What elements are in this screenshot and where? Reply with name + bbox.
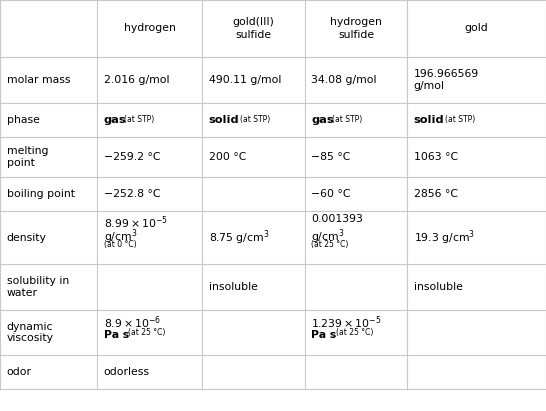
Text: −85 °C: −85 °C bbox=[311, 152, 351, 162]
Text: −259.2 °C: −259.2 °C bbox=[104, 152, 160, 162]
Text: $1.239\times10^{-5}$: $1.239\times10^{-5}$ bbox=[311, 314, 382, 331]
Text: gas: gas bbox=[104, 115, 126, 125]
Text: hydrogen
sulfide: hydrogen sulfide bbox=[330, 17, 382, 39]
Text: 2.016 g/mol: 2.016 g/mol bbox=[104, 75, 169, 85]
Text: 8.75 g/cm$^3$: 8.75 g/cm$^3$ bbox=[209, 228, 269, 247]
Text: solubility in
water: solubility in water bbox=[7, 277, 69, 298]
Text: insoluble: insoluble bbox=[209, 282, 258, 292]
Text: melting
point: melting point bbox=[7, 146, 48, 168]
Text: −60 °C: −60 °C bbox=[311, 189, 351, 199]
Text: 19.3 g/cm$^3$: 19.3 g/cm$^3$ bbox=[414, 228, 475, 247]
Text: hydrogen: hydrogen bbox=[123, 23, 176, 33]
Text: phase: phase bbox=[7, 115, 39, 125]
Text: Pa s: Pa s bbox=[104, 330, 129, 340]
Text: (at STP): (at STP) bbox=[445, 115, 475, 124]
Text: 196.966569
g/mol: 196.966569 g/mol bbox=[414, 69, 479, 91]
Text: insoluble: insoluble bbox=[414, 282, 463, 292]
Text: −252.8 °C: −252.8 °C bbox=[104, 189, 160, 199]
Text: gold: gold bbox=[465, 23, 489, 33]
Text: (at 25 °C): (at 25 °C) bbox=[336, 328, 373, 337]
Text: g/cm$^3$: g/cm$^3$ bbox=[311, 227, 345, 246]
Text: (at STP): (at STP) bbox=[331, 115, 362, 124]
Text: solid: solid bbox=[414, 115, 444, 125]
Text: (at 0 °C): (at 0 °C) bbox=[104, 240, 136, 249]
Text: odorless: odorless bbox=[104, 367, 150, 377]
Text: Pa s: Pa s bbox=[311, 330, 336, 340]
Text: (at 25 °C): (at 25 °C) bbox=[128, 328, 166, 337]
Text: g/cm$^3$: g/cm$^3$ bbox=[104, 227, 137, 246]
Text: density: density bbox=[7, 233, 46, 242]
Text: dynamic
viscosity: dynamic viscosity bbox=[7, 322, 54, 343]
Text: $8.9\times10^{-6}$: $8.9\times10^{-6}$ bbox=[104, 314, 161, 331]
Text: (at 25 °C): (at 25 °C) bbox=[311, 240, 348, 249]
Text: molar mass: molar mass bbox=[7, 75, 70, 85]
Text: solid: solid bbox=[209, 115, 239, 125]
Text: odor: odor bbox=[7, 367, 32, 377]
Text: (at STP): (at STP) bbox=[124, 115, 155, 124]
Text: 2856 °C: 2856 °C bbox=[414, 189, 458, 199]
Text: 490.11 g/mol: 490.11 g/mol bbox=[209, 75, 281, 85]
Text: gold(III)
sulfide: gold(III) sulfide bbox=[233, 17, 274, 39]
Text: 200 °C: 200 °C bbox=[209, 152, 246, 162]
Text: gas: gas bbox=[311, 115, 334, 125]
Text: (at STP): (at STP) bbox=[240, 115, 270, 124]
Text: 34.08 g/mol: 34.08 g/mol bbox=[311, 75, 377, 85]
Text: boiling point: boiling point bbox=[7, 189, 75, 199]
Text: 1063 °C: 1063 °C bbox=[414, 152, 458, 162]
Text: $8.99\times10^{-5}$: $8.99\times10^{-5}$ bbox=[104, 214, 168, 231]
Text: 0.001393: 0.001393 bbox=[311, 214, 363, 224]
